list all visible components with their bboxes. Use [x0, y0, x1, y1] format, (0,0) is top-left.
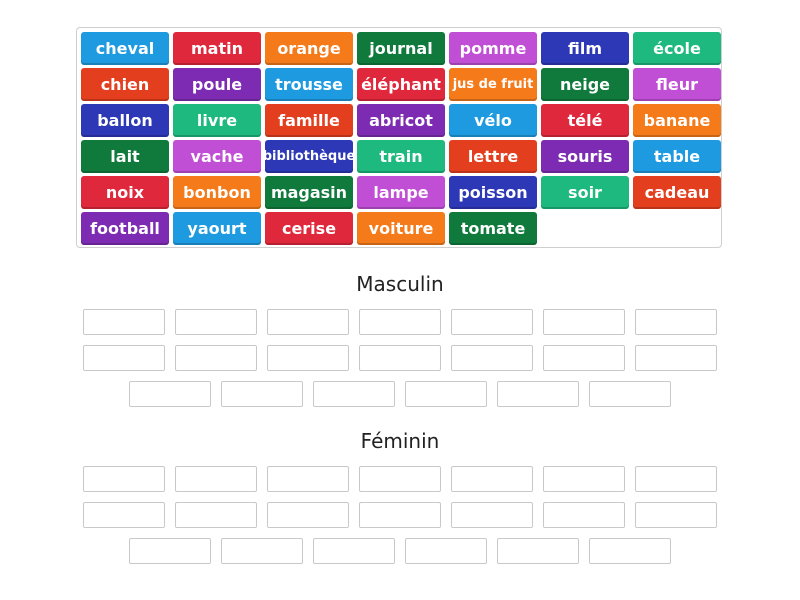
word-tile[interactable]: famille	[265, 104, 353, 137]
drop-slot[interactable]	[129, 538, 211, 564]
word-tile[interactable]: cerise	[265, 212, 353, 245]
word-tile[interactable]: fleur	[633, 68, 721, 101]
drop-slot[interactable]	[175, 345, 257, 371]
word-tile[interactable]: banane	[633, 104, 721, 137]
word-tile[interactable]: lettre	[449, 140, 537, 173]
word-tile[interactable]: chien	[81, 68, 169, 101]
drop-slot[interactable]	[129, 381, 211, 407]
drop-slot[interactable]	[589, 381, 671, 407]
drop-slot[interactable]	[83, 345, 165, 371]
word-tile[interactable]: école	[633, 32, 721, 65]
drop-slot[interactable]	[451, 466, 533, 492]
word-tile[interactable]: lampe	[357, 176, 445, 209]
word-tile[interactable]: noix	[81, 176, 169, 209]
drop-slot[interactable]	[635, 466, 717, 492]
word-tile[interactable]: matin	[173, 32, 261, 65]
drop-slot[interactable]	[405, 538, 487, 564]
word-tile[interactable]: soir	[541, 176, 629, 209]
drop-slot[interactable]	[543, 309, 625, 335]
drop-slot[interactable]	[83, 502, 165, 528]
word-tile[interactable]: poule	[173, 68, 261, 101]
word-tile[interactable]: cadeau	[633, 176, 721, 209]
word-tile[interactable]: journal	[357, 32, 445, 65]
drop-slot[interactable]	[451, 502, 533, 528]
drop-slot[interactable]	[635, 502, 717, 528]
word-tile[interactable]: yaourt	[173, 212, 261, 245]
drop-slot[interactable]	[313, 381, 395, 407]
word-tile[interactable]: cheval	[81, 32, 169, 65]
group-title-feminin: Féminin	[360, 429, 440, 453]
word-tile[interactable]: football	[81, 212, 169, 245]
word-tile[interactable]: pomme	[449, 32, 537, 65]
drop-slot[interactable]	[83, 466, 165, 492]
drop-slot[interactable]	[313, 538, 395, 564]
word-tile[interactable]: ballon	[81, 104, 169, 137]
drop-slot[interactable]	[359, 345, 441, 371]
drop-slot[interactable]	[359, 502, 441, 528]
word-tile[interactable]: tomate	[449, 212, 537, 245]
drop-slot[interactable]	[267, 309, 349, 335]
word-tile[interactable]: bonbon	[173, 176, 261, 209]
drop-slot[interactable]	[175, 309, 257, 335]
drop-slot[interactable]	[175, 466, 257, 492]
drop-slot[interactable]	[543, 466, 625, 492]
drop-slot[interactable]	[635, 309, 717, 335]
drop-slot[interactable]	[543, 345, 625, 371]
drop-slot[interactable]	[83, 309, 165, 335]
word-tile[interactable]: train	[357, 140, 445, 173]
drop-slot[interactable]	[221, 381, 303, 407]
word-tile[interactable]: souris	[541, 140, 629, 173]
word-tile[interactable]: trousse	[265, 68, 353, 101]
tile-bank: cheval matin orange journal pomme film école ch…	[76, 27, 722, 248]
word-tile[interactable]: neige	[541, 68, 629, 101]
word-tile[interactable]: voiture	[357, 212, 445, 245]
group-title-masculin: Masculin	[356, 272, 444, 296]
drop-slot[interactable]	[543, 502, 625, 528]
word-tile[interactable]: poisson	[449, 176, 537, 209]
word-tile[interactable]: jus de fruit	[449, 68, 537, 101]
word-tile[interactable]: vélo	[449, 104, 537, 137]
drop-slot[interactable]	[405, 381, 487, 407]
drop-slot[interactable]	[451, 345, 533, 371]
word-tile[interactable]: lait	[81, 140, 169, 173]
word-tile[interactable]: vache	[173, 140, 261, 173]
drop-slot[interactable]	[451, 309, 533, 335]
word-tile[interactable]: bibliothèque	[263, 140, 355, 173]
drop-slot[interactable]	[267, 466, 349, 492]
drop-slot[interactable]	[497, 538, 579, 564]
word-tile[interactable]: éléphant	[357, 68, 445, 101]
drop-slot[interactable]	[359, 309, 441, 335]
word-tile[interactable]: table	[633, 140, 721, 173]
drop-slot[interactable]	[267, 502, 349, 528]
drop-slot[interactable]	[175, 502, 257, 528]
word-tile[interactable]: orange	[265, 32, 353, 65]
drop-slot[interactable]	[497, 381, 579, 407]
drop-slot[interactable]	[635, 345, 717, 371]
drop-slot[interactable]	[589, 538, 671, 564]
drop-slot[interactable]	[359, 466, 441, 492]
word-tile[interactable]: magasin	[265, 176, 353, 209]
word-tile[interactable]: télé	[541, 104, 629, 137]
word-tile[interactable]: film	[541, 32, 629, 65]
word-tile[interactable]: abricot	[357, 104, 445, 137]
drop-slot[interactable]	[267, 345, 349, 371]
word-tile[interactable]: livre	[173, 104, 261, 137]
drop-slot[interactable]	[221, 538, 303, 564]
